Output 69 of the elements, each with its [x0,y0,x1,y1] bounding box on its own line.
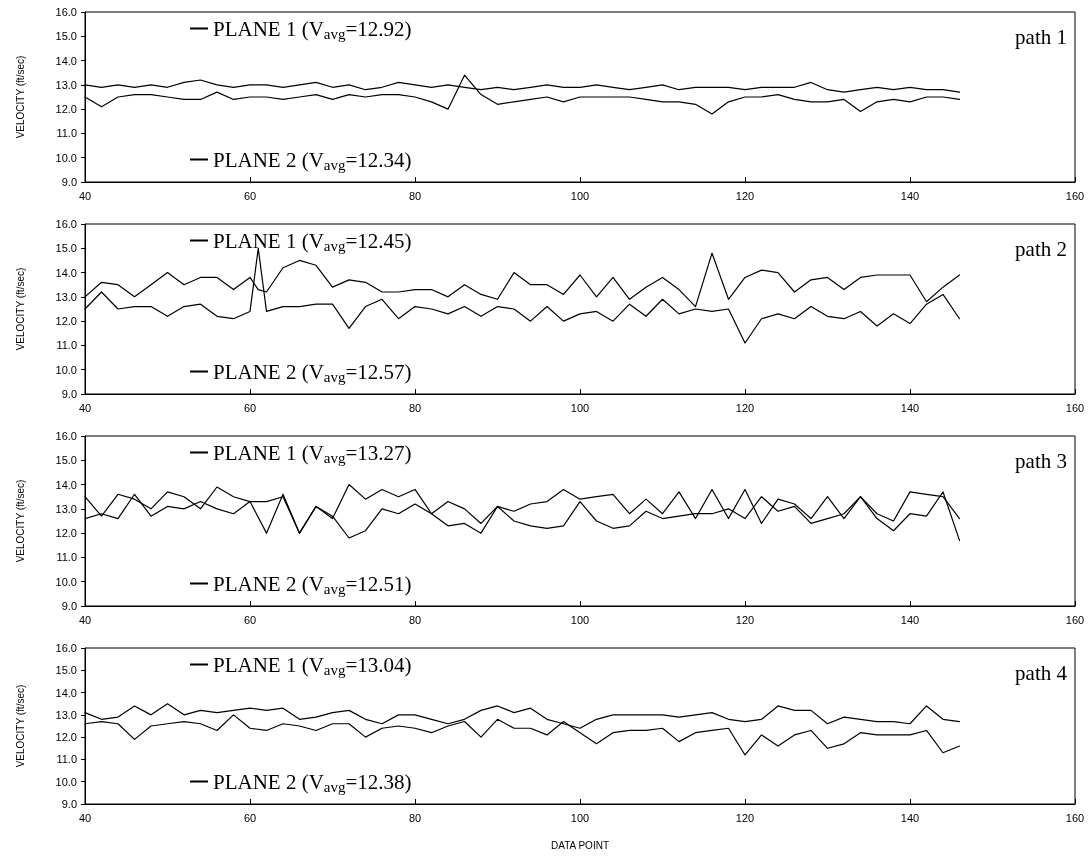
x-tick-label: 120 [735,811,755,824]
y-tick-label: 9.0 [61,600,77,612]
y-axis-title: VELOCITY (ft/sec) [14,55,26,139]
x-tick-label: 100 [570,811,590,824]
y-tick-label: 12.0 [55,731,77,744]
x-tick-label: 40 [78,811,92,824]
y-tick-label: 9.0 [61,798,77,810]
y-tick-label: 11.0 [56,551,77,564]
x-tick-label: 100 [570,613,590,626]
x-tick-label: 60 [243,613,257,626]
annotation: path 1 [1015,24,1067,49]
x-tick-label: 60 [243,189,257,202]
x-tick-label: 120 [735,401,755,414]
y-tick-label: 10.0 [55,151,77,164]
x-tick-label: 80 [408,811,422,824]
annotation: path 4 [1015,660,1068,685]
y-tick-label: 14.0 [55,478,77,491]
x-tick-label: 160 [1065,811,1085,824]
y-tick-label: 10.0 [55,575,77,588]
x-tick-label: 160 [1065,189,1085,202]
y-tick-label: 14.0 [55,54,77,67]
y-tick-label: 13.0 [55,708,77,721]
y-tick-label: 10.0 [55,363,77,376]
y-tick-label: 9.0 [61,388,77,400]
y-tick-label: 14.0 [55,686,77,699]
x-tick-label: 120 [735,613,755,626]
x-tick-label: 160 [1065,401,1085,414]
y-tick-label: 13.0 [55,290,77,303]
y-tick-label: 12.0 [55,315,77,328]
x-tick-label: 140 [900,613,920,626]
y-tick-label: 13.0 [55,502,77,515]
y-tick-label: 14.0 [55,266,77,279]
x-axis-title: DATA POINT [551,839,609,851]
y-tick-label: 16.0 [55,6,77,18]
y-tick-label: 16.0 [55,218,77,230]
y-axis-title: VELOCITY (ft/sec) [14,684,26,768]
x-tick-label: 120 [735,189,755,202]
x-tick-label: 80 [408,401,422,414]
x-tick-label: 80 [408,613,422,626]
y-tick-label: 11.0 [56,127,77,140]
y-tick-label: 11.0 [56,753,77,766]
annotation: path 2 [1015,236,1067,261]
y-tick-label: 15.0 [55,242,77,255]
y-tick-label: 12.0 [55,527,77,540]
x-tick-label: 100 [570,189,590,202]
x-tick-label: 140 [900,401,920,414]
x-tick-label: 60 [243,811,257,824]
y-tick-label: 16.0 [55,642,77,654]
y-tick-label: 15.0 [55,454,77,467]
x-tick-label: 80 [408,189,422,202]
y-tick-label: 12.0 [55,103,77,116]
x-tick-label: 160 [1065,613,1085,626]
y-axis-title: VELOCITY (ft/sec) [14,267,26,351]
x-tick-label: 60 [243,401,257,414]
x-tick-label: 40 [78,401,92,414]
y-axis-title: VELOCITY (ft/sec) [14,479,26,563]
annotation: path 3 [1015,448,1067,473]
x-tick-label: 140 [900,189,920,202]
y-tick-label: 10.0 [55,775,77,788]
x-tick-label: 40 [78,613,92,626]
y-tick-label: 13.0 [55,78,77,91]
x-tick-label: 40 [78,189,92,202]
y-tick-label: 15.0 [55,30,77,43]
x-tick-label: 140 [900,811,920,824]
y-tick-label: 9.0 [61,176,77,188]
y-tick-label: 15.0 [55,664,77,677]
y-tick-label: 16.0 [55,430,77,442]
y-tick-label: 11.0 [56,339,77,352]
x-tick-label: 100 [570,401,590,414]
